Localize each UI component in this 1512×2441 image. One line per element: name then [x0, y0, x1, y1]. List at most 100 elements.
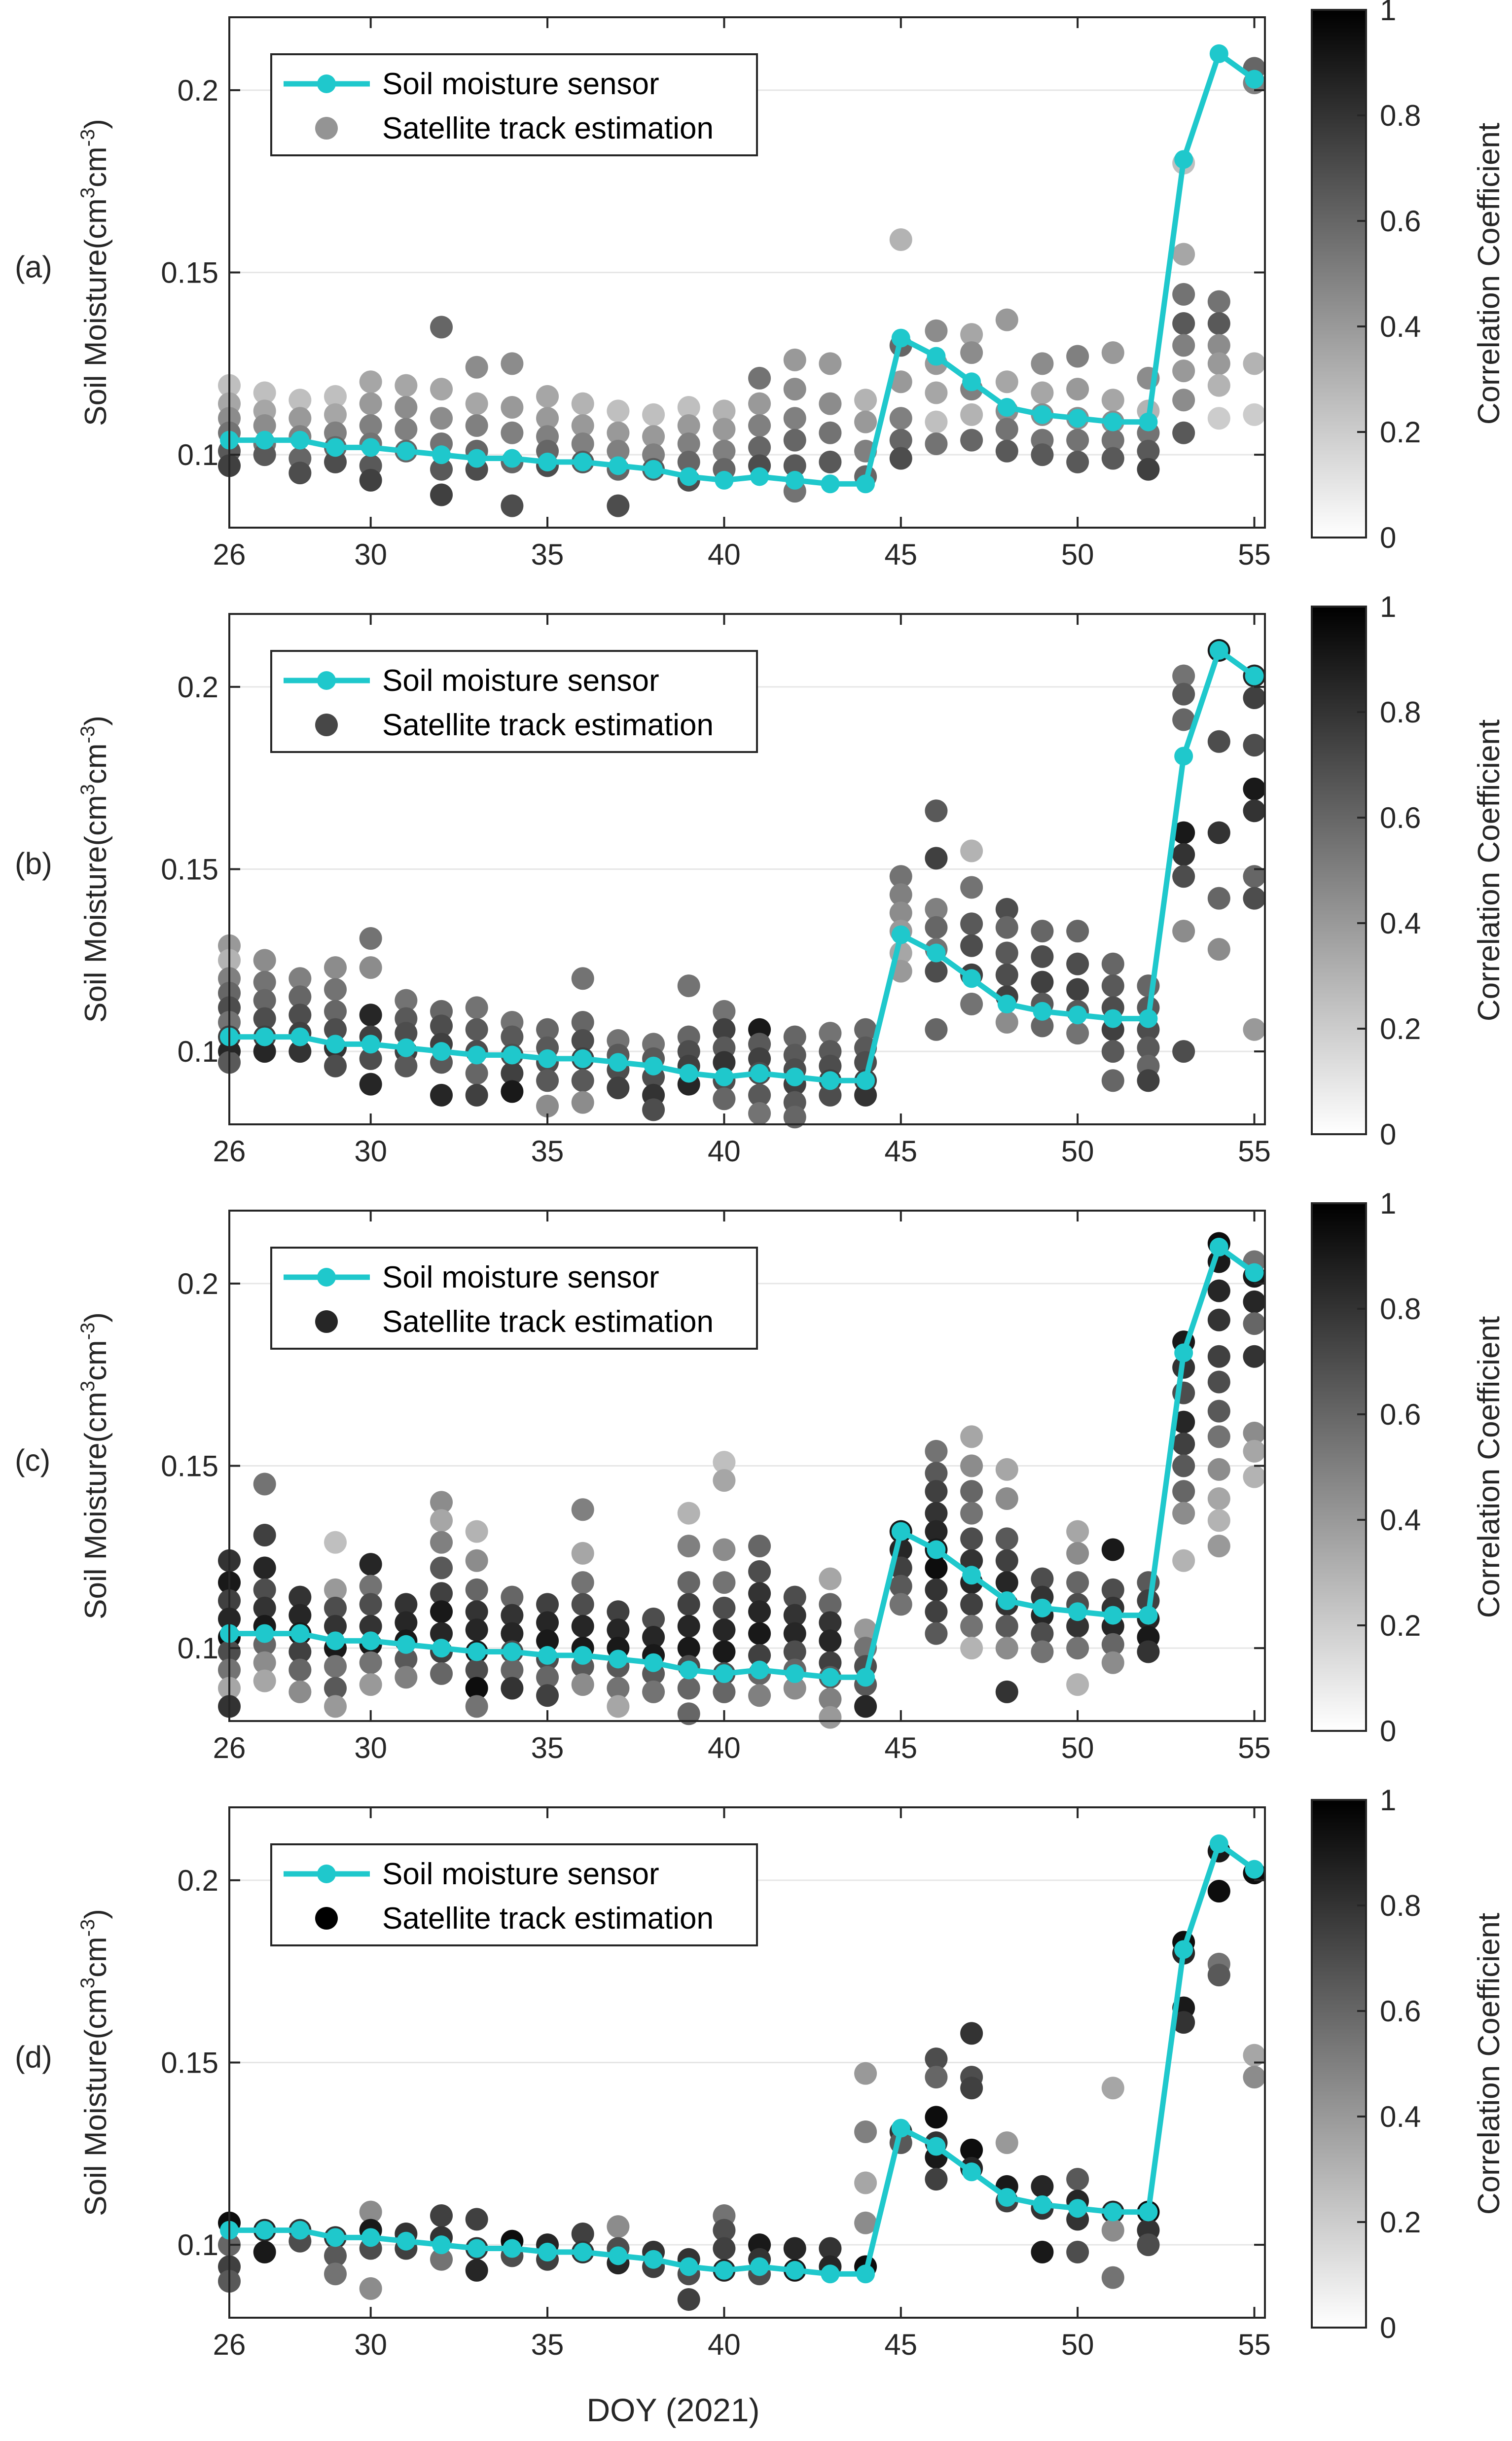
satellite-point — [1066, 978, 1089, 1001]
panel-letter: (a) — [15, 251, 52, 285]
sensor-point — [962, 372, 981, 392]
sensor-point — [609, 1650, 628, 1669]
satellite-point — [359, 414, 382, 437]
satellite-point — [1101, 1040, 1124, 1063]
sensor-point — [255, 2221, 274, 2240]
sensor-point — [1033, 1002, 1052, 1021]
satellite-point — [854, 2171, 877, 2194]
x-tick-label: 50 — [1061, 538, 1094, 571]
satellite-point — [925, 847, 948, 870]
sensor-point — [1174, 150, 1193, 169]
satellite-point — [607, 494, 630, 517]
satellite-point — [925, 410, 948, 433]
satellite-point — [960, 876, 983, 899]
satellite-point — [1207, 1279, 1230, 1302]
sensor-point — [1068, 1005, 1087, 1025]
y-axis-label-part: ) — [79, 716, 113, 726]
colorbar-tick-label: 1 — [1380, 1784, 1396, 1817]
satellite-point — [253, 1596, 276, 1619]
x-tick-label: 55 — [1238, 538, 1271, 571]
satellite-point — [571, 432, 594, 455]
y-axis-label: Soil Moisture(cm3cm-3) — [77, 1909, 113, 2216]
satellite-point — [783, 1622, 806, 1645]
satellite-point — [960, 1593, 983, 1616]
satellite-point — [1101, 2266, 1124, 2289]
sensor-point — [785, 1067, 804, 1086]
satellite-point — [253, 1669, 276, 1692]
satellite-point — [359, 1047, 382, 1070]
satellite-point — [925, 1622, 948, 1645]
y-axis-label-part: 3 — [77, 1977, 99, 1988]
legend-sensor-marker — [317, 1865, 336, 1883]
satellite-point — [465, 1600, 488, 1623]
sensor-point — [1209, 641, 1228, 660]
sensor-point — [1245, 1860, 1264, 1879]
satellite-point — [430, 1491, 453, 1514]
sensor-point — [785, 1664, 804, 1683]
sensor-point — [1103, 1606, 1122, 1625]
satellite-point — [1031, 945, 1054, 968]
satellite-point — [395, 1593, 418, 1616]
colorbar-tick-label: 0.8 — [1380, 1292, 1421, 1326]
satellite-point — [1031, 2175, 1054, 2198]
satellite-point — [1137, 1069, 1160, 1092]
satellite-point — [713, 2237, 736, 2260]
sensor-point — [856, 1071, 875, 1090]
satellite-point — [536, 385, 559, 408]
sensor-point — [326, 1631, 345, 1651]
sensor-point — [1209, 1237, 1228, 1256]
satellite-point — [925, 2106, 948, 2129]
y-axis-label-part: -3 — [77, 726, 99, 744]
y-tick-label: 0.1 — [178, 2228, 218, 2262]
satellite-point — [1101, 1538, 1124, 1561]
sensor-point — [467, 1642, 486, 1661]
satellite-point — [1172, 708, 1195, 731]
satellite-point — [1172, 334, 1195, 357]
satellite-point — [925, 319, 948, 342]
y-axis-label: Soil Moisture(cm3cm-3) — [77, 119, 113, 426]
sensor-point — [326, 438, 345, 457]
x-tick-label: 50 — [1061, 2328, 1094, 2361]
colorbar-tick-label: 0.2 — [1380, 1609, 1421, 1642]
satellite-point — [324, 1578, 347, 1601]
satellite-point — [1207, 938, 1230, 961]
satellite-point — [995, 1615, 1018, 1638]
satellite-point — [430, 1083, 453, 1107]
y-tick-label: 0.2 — [178, 1267, 218, 1300]
colorbar-tick-label: 0.4 — [1380, 310, 1421, 343]
satellite-point — [571, 1593, 594, 1616]
satellite-point — [1172, 243, 1195, 266]
satellite-point — [288, 1640, 312, 1663]
satellite-point — [995, 1458, 1018, 1481]
satellite-point — [430, 316, 453, 339]
satellite-point — [783, 1585, 806, 1609]
satellite-point — [1172, 1549, 1195, 1572]
satellite-point — [536, 1095, 559, 1118]
satellite-point — [819, 392, 842, 415]
sensor-point — [290, 2221, 310, 2240]
satellite-point — [465, 996, 488, 1019]
satellite-point — [1243, 1312, 1266, 1335]
y-axis-label-part: cm — [79, 1340, 113, 1381]
satellite-point — [324, 1677, 347, 1700]
x-tick-label: 26 — [213, 2328, 246, 2361]
satellite-point — [925, 1578, 948, 1601]
colorbar — [1311, 9, 1367, 538]
satellite-point — [889, 370, 912, 394]
legend-sensor-label: Soil moisture sensor — [382, 664, 659, 698]
legend-satellite-marker — [315, 117, 338, 140]
satellite-point — [571, 1069, 594, 1092]
colorbar-tick-label: 0 — [1380, 1715, 1396, 1748]
satellite-point — [324, 1000, 347, 1023]
satellite-point — [571, 1673, 594, 1696]
satellite-point — [960, 1615, 983, 1638]
y-tick-label: 0.15 — [161, 256, 218, 289]
satellite-point — [324, 385, 347, 408]
colorbar-tick-label: 0.6 — [1380, 1995, 1421, 2028]
sensor-point — [432, 2235, 451, 2255]
satellite-point — [783, 1640, 806, 1663]
satellite-point — [819, 1706, 842, 1729]
y-tick-label: 0.1 — [178, 1632, 218, 1665]
satellite-point — [748, 366, 771, 390]
